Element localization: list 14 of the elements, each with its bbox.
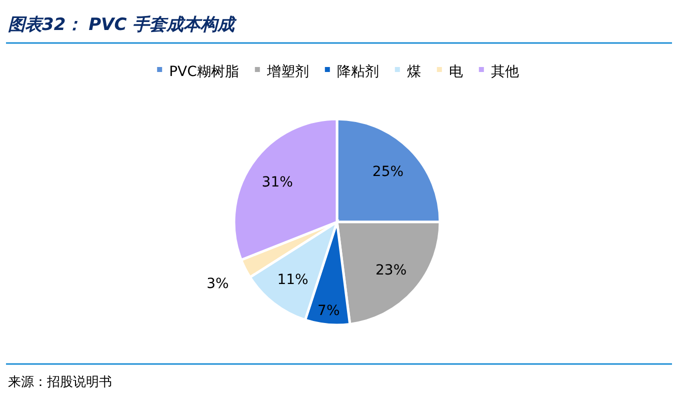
source-note: 来源：招股说明书 [8, 375, 112, 390]
legend-label: 降粘剂 [336, 64, 379, 80]
data-label: 31% [262, 174, 293, 190]
legend-label: 增塑剂 [266, 64, 309, 80]
data-label: 11% [277, 272, 308, 288]
data-label: 7% [318, 303, 340, 320]
legend-label: PVC糊树脂 [169, 64, 239, 80]
legend-label: 煤 [406, 64, 421, 80]
data-label: 3% [206, 276, 229, 292]
legend-label: 其他 [490, 64, 519, 80]
legend-label: 电 [448, 64, 463, 80]
data-label: 23% [376, 262, 407, 279]
data-label: 25% [372, 164, 404, 180]
chart-title: 图表32： PVC 手套成本构成 [8, 15, 238, 35]
